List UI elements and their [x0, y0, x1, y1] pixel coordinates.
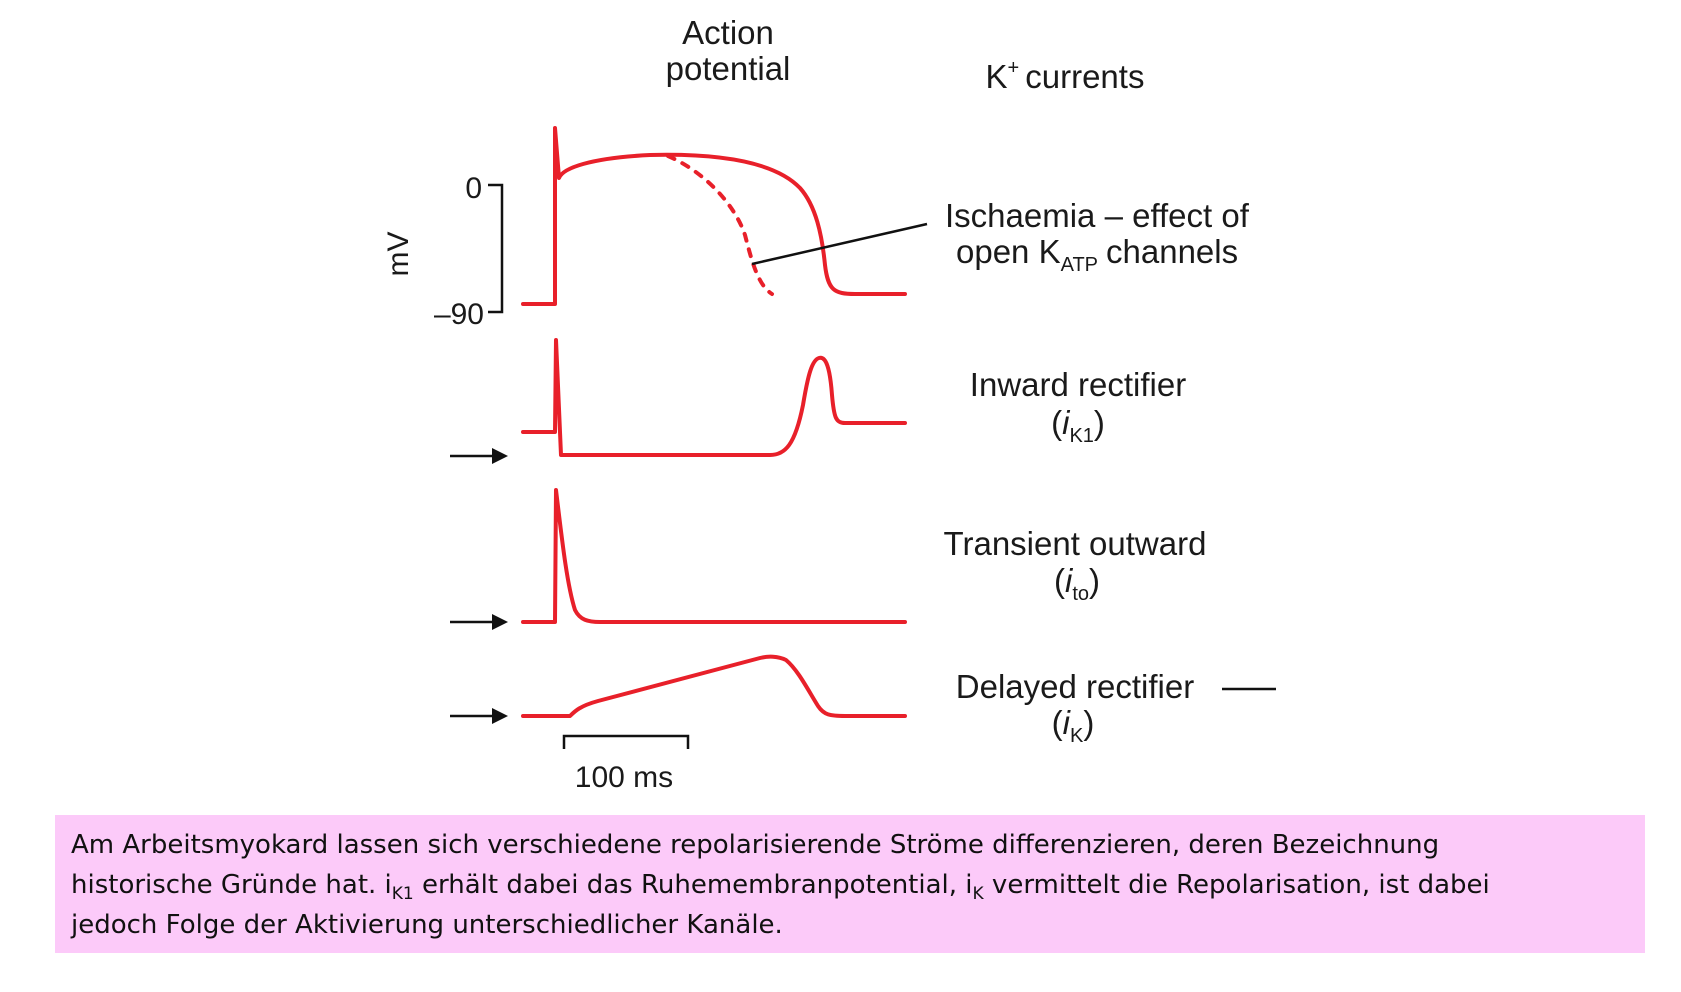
caption-box: Am Arbeitsmyokard lassen sich verschiede… [55, 815, 1645, 953]
ik-label: Delayed rectifier [956, 668, 1194, 705]
caption-line-3: jedoch Folge der Aktivierung unterschied… [71, 905, 1629, 945]
y-axis-bracket [488, 183, 504, 314]
caption-text-1: Am Arbeitsmyokard lassen sich verschiede… [71, 830, 1440, 860]
ischaemia-label-line2: open KATP channels [956, 233, 1238, 276]
caption-text-2c: vermittelt die Repolarisation, ist dabei [983, 870, 1490, 900]
caption-text-2a: historische Gründe hat. i [71, 870, 392, 900]
ik1-zero-arrow [450, 448, 508, 464]
action-potential-header-line2: potential [666, 50, 791, 87]
time-scale-bar [562, 734, 690, 749]
y-axis-unit: mV [382, 232, 415, 277]
caption-line-1: Am Arbeitsmyokard lassen sich verschiede… [71, 825, 1629, 865]
ischaemia-label-line1: Ischaemia – effect of [945, 197, 1250, 234]
y-tick-0: 0 [465, 172, 482, 205]
ik-zero-arrow [450, 708, 508, 724]
ito-zero-arrow [450, 614, 508, 630]
k-currents-header: K+ currents [986, 57, 1145, 95]
action-potential-trace [521, 126, 907, 306]
ischaemia-pointer-line [751, 222, 928, 266]
ito-symbol: (ito) [1054, 562, 1100, 605]
caption-line-2: historische Gründe hat. iK1 erhält dabei… [71, 865, 1629, 905]
ik-trace [521, 654, 907, 718]
caption-sub-ik: K [972, 884, 984, 905]
ik1-trace [521, 338, 907, 457]
ik-symbol: (iK) [1052, 704, 1095, 747]
ischaemia-dashed-trace [666, 154, 774, 296]
caption-text-2b: erhält dabei das Ruhemembranpotential, i [413, 870, 973, 900]
ik1-symbol: (iK1) [1051, 404, 1105, 447]
action-potential-header-line1: Action [682, 14, 774, 51]
caption-sub-ik1: K1 [391, 884, 414, 905]
y-tick-minus90: –90 [434, 298, 484, 331]
time-scale-label: 100 ms [575, 761, 673, 794]
caption-text-3: jedoch Folge der Aktivierung unterschied… [71, 910, 783, 940]
ito-trace [521, 488, 907, 624]
ito-label: Transient outward [944, 525, 1207, 562]
ik1-label: Inward rectifier [970, 366, 1186, 403]
